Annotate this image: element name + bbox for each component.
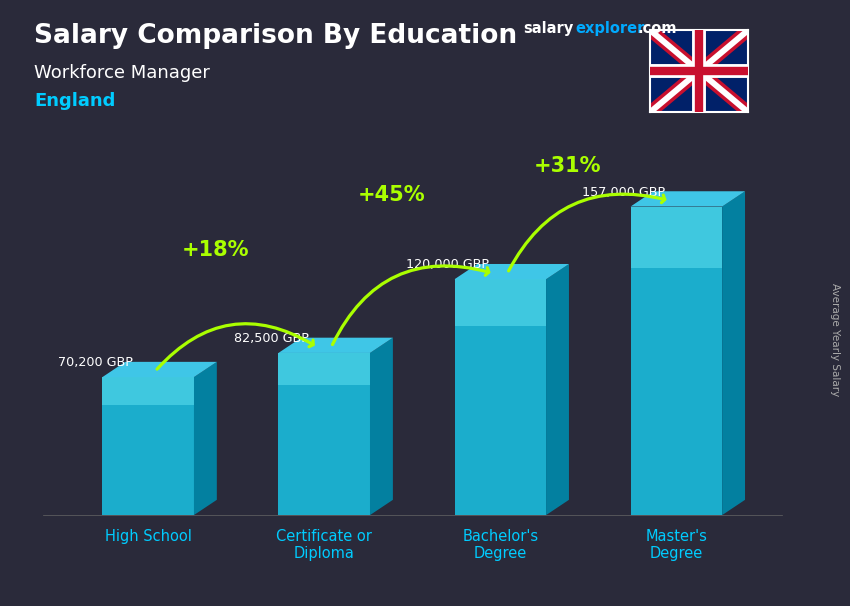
Bar xyxy=(631,207,722,268)
Bar xyxy=(279,353,370,515)
Text: salary: salary xyxy=(523,21,573,36)
Polygon shape xyxy=(102,362,217,377)
Polygon shape xyxy=(194,362,217,515)
Text: Average Yearly Salary: Average Yearly Salary xyxy=(830,283,840,396)
Bar xyxy=(102,377,194,515)
Bar xyxy=(631,207,722,515)
Text: 157,000 GBP: 157,000 GBP xyxy=(582,185,666,199)
Text: +31%: +31% xyxy=(534,156,601,176)
Text: +45%: +45% xyxy=(357,185,425,205)
Text: 82,500 GBP: 82,500 GBP xyxy=(234,332,309,345)
Text: +18%: +18% xyxy=(181,239,249,260)
Polygon shape xyxy=(455,264,569,279)
Bar xyxy=(455,279,546,515)
Bar xyxy=(102,377,194,405)
Polygon shape xyxy=(279,338,393,353)
Text: explorer: explorer xyxy=(575,21,645,36)
Text: England: England xyxy=(34,92,116,110)
Polygon shape xyxy=(546,264,569,515)
Text: 120,000 GBP: 120,000 GBP xyxy=(406,258,489,271)
Bar xyxy=(455,279,546,327)
Polygon shape xyxy=(370,338,393,515)
Bar xyxy=(279,353,370,385)
Text: .com: .com xyxy=(638,21,677,36)
Text: Salary Comparison By Education: Salary Comparison By Education xyxy=(34,23,517,49)
Text: 70,200 GBP: 70,200 GBP xyxy=(58,356,133,369)
Polygon shape xyxy=(631,191,745,207)
Polygon shape xyxy=(722,191,745,515)
Text: Workforce Manager: Workforce Manager xyxy=(34,64,210,82)
